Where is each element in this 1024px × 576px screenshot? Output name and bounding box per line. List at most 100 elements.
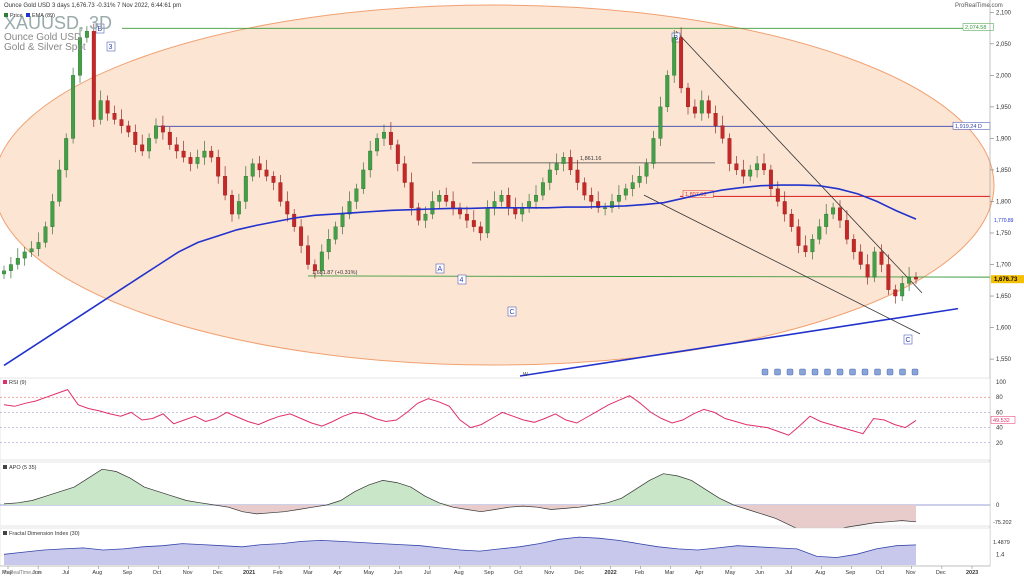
apo-swatch [3, 465, 7, 469]
candle-body [223, 176, 228, 196]
wave-label-box [903, 334, 913, 345]
candle-body [326, 239, 331, 253]
candle-body [616, 195, 621, 202]
price-tick-label: 1,800 [996, 199, 1012, 205]
x-axis: May Jun Jul Aug Sep Oct Nov Dec 2021 Feb Mar Apr May… [2, 566, 978, 576]
fdi-value-label: 1.4879 [993, 540, 1010, 546]
price-tick-label: 1,600 [996, 326, 1012, 332]
candle-body [444, 195, 449, 202]
x-tick-label: Aug [92, 570, 102, 576]
label-range: 1,861.16 [580, 156, 601, 162]
candle-body [561, 157, 566, 164]
candle-body [285, 201, 290, 215]
x-tick-label: Oct [514, 570, 523, 576]
candle-body [886, 264, 891, 290]
candle-body [741, 169, 746, 177]
fdi-area [4, 537, 916, 565]
wave-label: C [510, 309, 515, 316]
candle-body [402, 163, 407, 183]
candle-body [250, 163, 255, 177]
candle-body [8, 264, 13, 271]
candle-body [589, 195, 594, 202]
x-tick-label: Sep [846, 570, 856, 576]
downtrend-line [675, 30, 923, 294]
candle-body [506, 195, 511, 208]
event-icon [761, 368, 769, 376]
candle-body [775, 188, 780, 202]
candle-body [610, 201, 614, 208]
candle-body [57, 169, 62, 202]
candle-body [382, 131, 386, 139]
x-tick-label: 2022 [605, 570, 617, 576]
forecast-ellipse [0, 4, 995, 366]
candle-body [851, 239, 856, 253]
candle-body [15, 258, 20, 265]
candle-body [713, 113, 718, 126]
last-price-box [991, 275, 1024, 284]
price-axis: 2,100 2,050 2,000 1,950 1,900 1,850 1,800 1,750… [989, 0, 1024, 566]
candle-body [582, 182, 587, 196]
candle-body [658, 106, 663, 139]
x-tick-label: Aug [454, 570, 464, 576]
candle-body [423, 213, 428, 221]
candle-body [71, 75, 76, 139]
legend-price-swatch [4, 13, 8, 17]
candle-body [637, 176, 642, 183]
rsi-value-box [990, 416, 1016, 424]
candle-body [762, 163, 766, 171]
candle-body [451, 201, 456, 208]
x-tick-label: Feb [635, 570, 644, 576]
candle-body [499, 195, 504, 202]
price-tick-label: 2,100 [996, 10, 1012, 16]
candle-body [112, 113, 117, 120]
candle-body [831, 207, 836, 215]
candle-body [844, 220, 849, 240]
candle-body [2, 270, 6, 275]
wave-label: 4 [460, 277, 464, 284]
event-icon [886, 368, 894, 376]
apo-positive-area [4, 469, 916, 505]
candle-body [838, 207, 842, 221]
candle-body [879, 251, 884, 265]
candle-body [174, 144, 179, 152]
candle-body [554, 163, 559, 171]
candle-body [140, 144, 145, 152]
candle-body [126, 125, 131, 133]
candle-body [789, 213, 794, 227]
wave-label: B [98, 26, 103, 33]
candle-body [354, 188, 359, 202]
candle-body [782, 201, 787, 215]
candle-body [865, 264, 870, 278]
label-support: 1,681.87 (+0.31%) [312, 270, 358, 276]
event-icon [836, 368, 844, 376]
ema-line [3, 184, 917, 367]
wave-label: 3 [109, 44, 113, 51]
market-name: Gold & Silver Spot [4, 42, 86, 53]
event-icon [786, 368, 794, 376]
candle-body [699, 100, 704, 114]
candle-body [119, 119, 124, 126]
candle-body [644, 163, 649, 177]
candle-body [513, 207, 518, 215]
candle-body [43, 226, 48, 243]
candle-body [430, 201, 435, 215]
candle-body [630, 182, 635, 189]
candle-body [748, 169, 753, 177]
event-icon [811, 368, 819, 376]
candle-body [375, 138, 380, 152]
candle-body [893, 289, 898, 297]
candle-body [416, 207, 421, 221]
price-tick-label: 1,750 [996, 231, 1012, 237]
x-tick-label: 2023 [966, 570, 978, 576]
candle-body [492, 201, 497, 208]
x-tick-label: Mar [665, 570, 675, 576]
legend-price-label: Price [10, 13, 23, 19]
candle-body [147, 138, 152, 152]
candle-body [181, 150, 186, 158]
rsi-tick-label: 20 [996, 441, 1003, 447]
candle-body [471, 220, 476, 227]
apo-title: APO (5 35) [9, 465, 37, 471]
candle-body [271, 176, 276, 183]
candle-body [22, 251, 27, 259]
x-tick-label: May [364, 570, 375, 576]
